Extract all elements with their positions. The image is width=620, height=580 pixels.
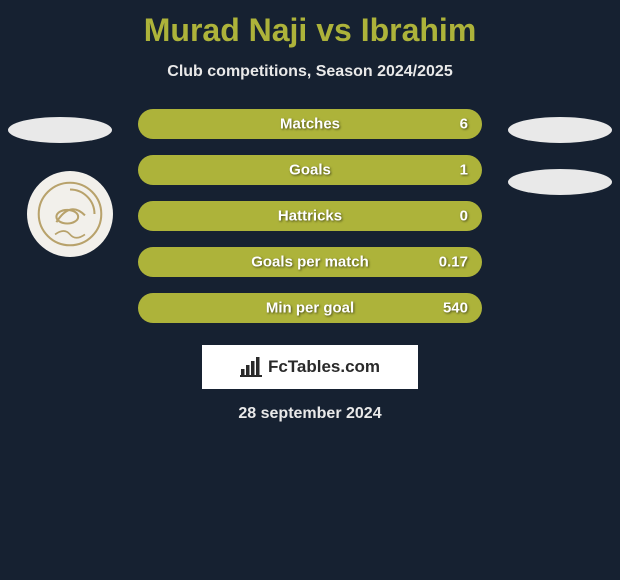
footer-date: 28 september 2024 — [0, 405, 620, 423]
stat-row: Goals 1 — [138, 155, 482, 185]
player-left-placeholder — [8, 117, 112, 143]
stat-label: Matches — [280, 116, 340, 133]
club-crest-icon — [36, 180, 104, 248]
page-title: Murad Naji vs Ibrahim — [0, 0, 620, 49]
club-badge-left — [27, 171, 113, 257]
stat-value: 1 — [460, 162, 468, 179]
bar-chart-icon — [240, 357, 262, 377]
page-subtitle: Club competitions, Season 2024/2025 — [0, 63, 620, 81]
stat-value: 540 — [443, 300, 468, 317]
stat-value: 0.17 — [439, 254, 468, 271]
player-right-placeholder-b — [508, 169, 612, 195]
branding-box: FcTables.com — [202, 345, 418, 389]
stat-row: Hattricks 0 — [138, 201, 482, 231]
stat-label: Goals — [289, 162, 331, 179]
stat-row: Min per goal 540 — [138, 293, 482, 323]
stat-label: Goals per match — [251, 254, 369, 271]
player-right-placeholder-a — [508, 117, 612, 143]
stats-bars: Matches 6 Goals 1 Hattricks 0 Goals per … — [138, 109, 482, 323]
stat-row: Goals per match 0.17 — [138, 247, 482, 277]
stat-value: 6 — [460, 116, 468, 133]
stat-row: Matches 6 — [138, 109, 482, 139]
stat-label: Hattricks — [278, 208, 342, 225]
comparison-stage: Matches 6 Goals 1 Hattricks 0 Goals per … — [0, 109, 620, 323]
branding-text: FcTables.com — [268, 357, 380, 377]
stat-value: 0 — [460, 208, 468, 225]
stat-label: Min per goal — [266, 300, 354, 317]
